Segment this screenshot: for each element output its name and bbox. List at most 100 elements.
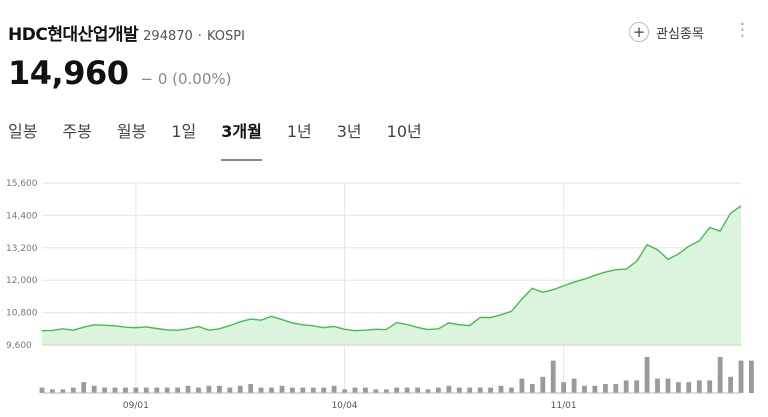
- volume-bar: [394, 387, 400, 393]
- volume-bar: [217, 385, 222, 393]
- volume-bar: [206, 385, 212, 393]
- price-chart: 15,600 14,400 13,200 12,000 10,800 9,600 09/01…: [6, 179, 754, 411]
- volume-bar: [60, 389, 66, 393]
- tab-1-day[interactable]: 1일: [171, 122, 197, 141]
- volume-bar: [696, 380, 702, 393]
- volume-bar: [561, 382, 566, 393]
- volume-bar: [352, 387, 358, 393]
- volume-bar: [102, 387, 107, 393]
- volume-bar: [582, 385, 587, 393]
- volume-bar: [133, 387, 139, 393]
- tab-10-years[interactable]: 10년: [386, 122, 422, 141]
- volume-bar: [623, 380, 629, 393]
- tab-1-year[interactable]: 1년: [286, 122, 312, 141]
- volume-bar: [112, 387, 118, 393]
- volume-bar: [749, 360, 754, 393]
- volume-bar: [331, 385, 337, 393]
- volume-bar: [571, 378, 577, 393]
- volume-bar: [269, 387, 274, 393]
- volume-bar: [509, 387, 514, 393]
- volume-bar: [321, 387, 327, 393]
- volume-bar: [196, 387, 201, 393]
- volume-bar: [529, 384, 535, 393]
- volume-bar: [540, 376, 546, 393]
- volume-bar: [248, 384, 254, 393]
- plus-icon: +: [629, 22, 649, 42]
- price-area: [42, 206, 741, 345]
- volume-bar: [91, 385, 97, 393]
- tab-3-years[interactable]: 3년: [336, 122, 362, 141]
- market-name: KOSPI: [206, 29, 245, 44]
- volume-bar: [655, 378, 660, 393]
- volume-bar: [290, 387, 295, 393]
- price-change: − 0 (0.00%): [140, 70, 232, 88]
- volume-bar: [342, 389, 347, 393]
- volume-bar: [310, 387, 316, 393]
- tab-3-months[interactable]: 3개월: [221, 118, 262, 161]
- volume-bar: [738, 360, 744, 393]
- y-tick-label: 10,800: [6, 309, 38, 319]
- volume-bar: [154, 387, 160, 393]
- x-tick-label: 10/04: [332, 401, 358, 411]
- volume-bar: [175, 387, 180, 393]
- price-row: 14,960 − 0 (0.00%): [8, 54, 232, 92]
- volume-bar: [123, 387, 128, 393]
- price-line: [41, 205, 742, 332]
- volume-bar: [467, 387, 473, 393]
- volume-bar: [39, 387, 45, 393]
- volume-bar: [550, 360, 556, 393]
- volume-bar: [164, 387, 170, 393]
- volume-bar: [603, 384, 608, 393]
- volume-bar: [363, 387, 368, 393]
- stock-code: 294870: [143, 29, 193, 44]
- watchlist-label: 관심종목: [656, 26, 704, 42]
- x-tick-label: 09/01: [123, 401, 149, 411]
- volume-bar: [717, 357, 723, 393]
- x-tick-label: 11/01: [551, 401, 577, 411]
- y-tick-label: 12,000: [6, 276, 38, 286]
- tab-weekly[interactable]: 주봉: [62, 122, 92, 141]
- tab-monthly[interactable]: 월봉: [116, 122, 147, 141]
- volume-bar: [728, 376, 733, 393]
- volume-bar: [665, 378, 671, 393]
- volume-bar: [227, 387, 233, 393]
- volume-bar: [383, 389, 389, 393]
- separator-dot: ·: [197, 29, 202, 44]
- volume-bar: [634, 380, 640, 393]
- y-tick-label: 15,600: [6, 179, 38, 189]
- volume-bar: [676, 382, 681, 393]
- volume-bar: [644, 357, 650, 393]
- volume-bar: [258, 387, 264, 393]
- add-watchlist-button[interactable]: + 관심종목: [629, 22, 704, 42]
- volume-bar: [592, 385, 598, 393]
- volume-bar: [185, 385, 191, 393]
- current-price: 14,960: [8, 54, 129, 92]
- volume-bar: [613, 384, 619, 393]
- y-tick-label: 9,600: [6, 341, 32, 351]
- tab-daily[interactable]: 일봉: [8, 122, 38, 141]
- volume-bar: [456, 387, 462, 393]
- volume-bar: [404, 387, 410, 393]
- period-tabs: 일봉 주봉 월봉 1일 3개월 1년 3년 10년: [8, 118, 447, 161]
- volume-bar: [436, 387, 441, 393]
- volume-bar: [498, 385, 504, 393]
- volume-bar: [81, 382, 87, 393]
- volume-bar: [70, 387, 76, 393]
- volume-bar: [237, 385, 243, 393]
- volume-bar: [50, 389, 55, 393]
- volume-bar: [477, 387, 483, 393]
- stock-name: HDC현대산업개발: [8, 25, 139, 45]
- volume-bar: [279, 385, 285, 393]
- stock-header: HDC현대산업개발 294870 · KOSPI: [8, 20, 245, 46]
- volume-bar: [373, 389, 379, 393]
- volume-bar: [488, 387, 493, 393]
- volume-bar: [300, 387, 306, 393]
- volume-bar: [425, 389, 431, 393]
- volume-bar: [446, 385, 452, 393]
- y-tick-label: 13,200: [6, 244, 38, 254]
- volume-bar: [415, 387, 420, 393]
- more-options-icon[interactable]: ⋮: [734, 20, 751, 40]
- volume-bar: [143, 387, 149, 393]
- volume-bar: [707, 380, 713, 393]
- volume-bar: [519, 378, 525, 393]
